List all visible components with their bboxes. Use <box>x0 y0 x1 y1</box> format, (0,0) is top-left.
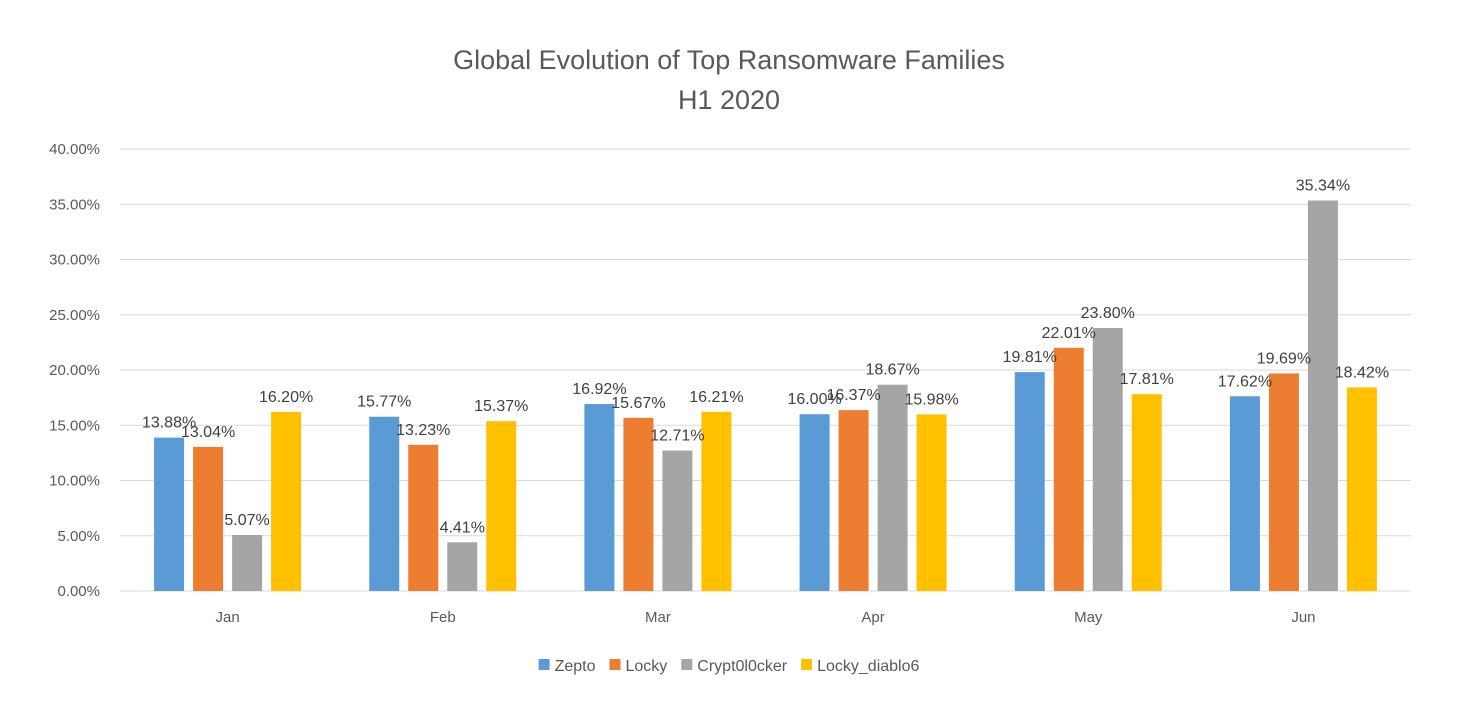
x-tick-label: May <box>1074 609 1103 626</box>
bar-locky-apr <box>838 410 869 591</box>
bar-crypt0l0cker-apr <box>877 384 908 591</box>
bar-locky-feb <box>408 444 439 591</box>
data-label: 13.23% <box>396 422 450 439</box>
bar-zepto-mar <box>584 404 615 591</box>
legend-label: Crypt0l0cker <box>697 658 787 675</box>
bar-zepto-feb <box>369 416 400 591</box>
data-label: 15.77% <box>357 394 411 411</box>
bar-crypt0l0cker-may <box>1092 328 1123 591</box>
x-tick-label: Jun <box>1291 609 1315 626</box>
bar-zepto-jun <box>1229 396 1260 591</box>
y-tick-label: 20.00% <box>49 362 100 379</box>
bar-locky-may <box>1053 347 1084 591</box>
x-tick-label: Jan <box>215 609 239 626</box>
data-label: 19.81% <box>1003 349 1057 366</box>
data-label: 35.34% <box>1296 177 1350 194</box>
bar-zepto-may <box>1014 372 1045 591</box>
data-label: 13.04% <box>181 424 235 441</box>
data-label: 16.37% <box>826 387 880 404</box>
legend-swatch <box>609 659 621 670</box>
bar-zepto-jan <box>154 437 185 591</box>
legend-swatch <box>801 659 813 670</box>
data-label: 16.92% <box>572 381 626 398</box>
y-tick-label: 5.00% <box>57 528 100 545</box>
legend-item-locky: Locky <box>609 658 668 675</box>
data-label: 22.01% <box>1042 325 1096 342</box>
data-label: 17.62% <box>1218 373 1272 390</box>
y-axis-tick-labels: 0.00% 5.00% 10.00% 15.00% 20.00% 25.00% 30.00%… <box>49 141 100 600</box>
data-label: 16.20% <box>259 389 313 406</box>
bar-locky-jun <box>1268 373 1299 591</box>
data-labels: 13.88%13.04% 5.07% 16.20% 15.77% 13.23% 4.41%… <box>142 177 1389 536</box>
x-tick-label: Feb <box>430 609 456 626</box>
bar-locky-diablo6-feb <box>486 421 517 591</box>
bars <box>154 200 1377 592</box>
legend-swatch <box>538 659 550 670</box>
bar-locky-jan <box>193 446 224 591</box>
bar-zepto-apr <box>799 414 830 591</box>
legend-label: Locky_diablo6 <box>817 658 919 675</box>
chart-title: Global Evolution of Top Ransomware Famil… <box>453 45 1005 75</box>
data-label: 17.81% <box>1120 371 1174 388</box>
y-tick-label: 35.00% <box>49 196 100 213</box>
bar-crypt0l0cker-mar <box>662 450 693 591</box>
legend-label: Zepto <box>555 658 596 675</box>
data-label: 18.42% <box>1335 364 1389 381</box>
bar-locky-mar <box>623 417 654 591</box>
data-label: 15.67% <box>611 395 665 412</box>
legend-item-crypt0l0cker: Crypt0l0cker <box>681 658 788 675</box>
data-label: 15.37% <box>474 398 528 415</box>
gridlines <box>120 148 1411 592</box>
x-tick-label: Apr <box>861 609 884 626</box>
data-label: 13.88% <box>142 415 196 432</box>
data-label: 16.21% <box>689 389 743 406</box>
x-tick-label: Mar <box>645 609 671 626</box>
data-label: 19.69% <box>1257 350 1311 367</box>
bar-crypt0l0cker-jan <box>232 534 263 591</box>
data-label: 16.00% <box>787 391 841 408</box>
bar-locky-diablo6-may <box>1131 394 1162 591</box>
data-label: 5.07% <box>224 512 269 529</box>
y-tick-label: 0.00% <box>57 583 100 600</box>
y-tick-label: 25.00% <box>49 307 100 324</box>
bar-crypt0l0cker-jun <box>1307 200 1338 592</box>
bar-locky-diablo6-mar <box>701 411 732 591</box>
legend-label: Locky <box>626 658 668 675</box>
bar-locky-diablo6-jun <box>1346 387 1377 591</box>
legend-swatch <box>681 659 693 670</box>
bar-locky-diablo6-apr <box>916 414 947 591</box>
chart-subtitle: H1 2020 <box>678 85 780 115</box>
data-label: 18.67% <box>865 362 919 379</box>
data-label: 15.98% <box>904 391 958 408</box>
bar-crypt0l0cker-feb <box>447 542 478 591</box>
x-axis-tick-labels: Jan Feb Mar Apr May Jun <box>215 609 1315 626</box>
data-label: 4.41% <box>440 519 485 536</box>
y-tick-label: 40.00% <box>49 141 100 158</box>
data-label: 23.80% <box>1081 305 1135 322</box>
legend-item-locky-diablo6: Locky_diablo6 <box>801 658 920 675</box>
y-tick-label: 30.00% <box>49 252 100 269</box>
y-tick-label: 15.00% <box>49 417 100 434</box>
legend-item-zepto: Zepto <box>538 658 596 675</box>
y-tick-label: 10.00% <box>49 473 100 490</box>
legend: Zepto Locky Crypt0l0cker Locky_diablo6 <box>538 658 920 675</box>
bar-locky-diablo6-jan <box>271 411 302 591</box>
data-label: 12.71% <box>650 428 704 445</box>
